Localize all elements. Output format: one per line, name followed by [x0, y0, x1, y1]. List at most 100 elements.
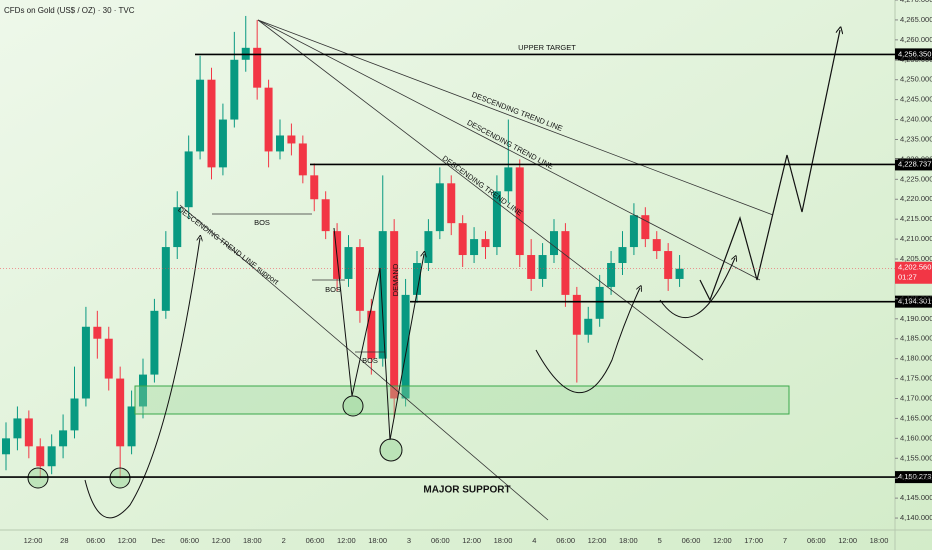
y-tick-label: 4,185.000 [900, 334, 932, 343]
x-tick-label: 7 [783, 536, 787, 545]
x-tick-label: 06:00 [306, 536, 325, 545]
candle-body [435, 183, 444, 232]
candle-body [218, 119, 227, 168]
candle-body [81, 326, 90, 399]
candle-body [287, 135, 296, 144]
candle-body [59, 430, 68, 447]
candle-body [413, 263, 421, 295]
x-tick-label: 12:00 [838, 536, 857, 545]
current-price-tag [895, 261, 932, 284]
current-price-label: 4,202.560 [898, 263, 931, 272]
x-tick-label: 12:00 [462, 536, 481, 545]
x-tick-label: 12:00 [118, 536, 137, 545]
annotation: BOS [325, 285, 341, 294]
trend-line [257, 19, 704, 361]
annotation: UPPER TARGET [518, 43, 576, 52]
candle-body [139, 374, 147, 407]
candle-body [584, 318, 593, 335]
candle-body [618, 247, 627, 264]
candle-body [70, 398, 79, 431]
candle-body [184, 151, 193, 208]
circle [379, 438, 403, 462]
annotation: BOS [254, 218, 270, 227]
candle-body [572, 294, 581, 335]
candle-body [47, 446, 56, 467]
candle-body [116, 378, 125, 447]
y-tick-label: 4,250.000 [900, 75, 932, 84]
y-tick-label: 4,230.000 [900, 154, 932, 163]
annotation: DEMAND [391, 263, 400, 296]
demand-zone [134, 385, 790, 415]
x-tick-label: 06:00 [180, 536, 199, 545]
x-tick-label: 06:00 [682, 536, 701, 545]
candle-body [230, 59, 239, 120]
y-tick-label: 4,160.000 [900, 433, 932, 442]
candle-body [401, 294, 410, 399]
candle-body [2, 438, 10, 455]
candle-body [104, 338, 113, 379]
candle-body [93, 326, 102, 339]
y-tick-label: 4,215.000 [900, 214, 932, 223]
y-tick-label: 4,245.000 [900, 95, 932, 104]
arrow-curve [84, 238, 200, 519]
y-tick-label: 4,210.000 [900, 234, 932, 243]
y-tick-label: 4,155.000 [900, 453, 932, 462]
candle-body [390, 231, 399, 399]
candle-body [13, 418, 22, 439]
x-tick-label: 12:00 [588, 536, 607, 545]
candle-body [481, 239, 490, 248]
levels: 4,256.350 4,228.737 4,194.301 4,150.273 [0, 48, 932, 484]
x-tick-label: 18:00 [368, 536, 387, 545]
x-tick-label: 06:00 [556, 536, 575, 545]
candles [2, 15, 684, 479]
x-tick-label: 18:00 [494, 536, 513, 545]
candle-body [492, 191, 501, 248]
x-tick-label: 2 [282, 536, 286, 545]
candle-body [424, 231, 433, 264]
y-tick-label: 4,170.000 [900, 393, 932, 402]
candle-body [607, 263, 616, 287]
candle-body [664, 251, 673, 279]
level-label: 4,194.301 [898, 297, 931, 306]
y-tick-label: 4,225.000 [900, 174, 932, 183]
circle [109, 467, 131, 489]
y-tick-label: 4,240.000 [900, 115, 932, 124]
candle-body [675, 268, 684, 279]
candle-body [161, 247, 170, 311]
x-tick-label: 3 [407, 536, 411, 545]
candle-body [504, 167, 513, 192]
y-tick-label: 4,255.000 [900, 55, 932, 64]
y-tick-label: 4,235.000 [900, 134, 932, 143]
x-tick-label: 17:00 [744, 536, 763, 545]
candle-body [652, 239, 661, 252]
candle-body [527, 255, 536, 279]
arrow-curve [659, 258, 735, 319]
x-tick-label: 18:00 [243, 536, 262, 545]
candle-body [150, 310, 159, 375]
y-tick-label: 4,270.000 [900, 0, 932, 4]
level-label: 4,256.350 [898, 49, 931, 58]
y-tick-label: 4,265.000 [900, 15, 932, 24]
trend-line [257, 19, 761, 281]
candle-body [595, 286, 604, 319]
circle [27, 467, 49, 489]
candle-body [515, 167, 524, 256]
x-tick-label: 12:00 [212, 536, 231, 545]
candle-body [24, 418, 33, 447]
y-tick-label: 4,145.000 [900, 493, 932, 502]
x-tick-label: Dec [152, 536, 166, 545]
x-tick-label: 12:00 [713, 536, 732, 545]
x-tick-label: 06:00 [807, 536, 826, 545]
x-tick-label: 5 [658, 536, 662, 545]
y-tick-label: 4,150.000 [900, 473, 932, 482]
candle-body [127, 406, 136, 447]
arrow-zigzag [333, 227, 424, 441]
x-tick-label: 18:00 [870, 536, 889, 545]
x-tick-label: 12:00 [337, 536, 356, 545]
candle-body [196, 79, 205, 152]
annotation: MAJOR SUPPORT [423, 485, 510, 496]
candle-body [173, 207, 182, 248]
candle-body [207, 79, 216, 168]
x-tick-label: 4 [532, 536, 536, 545]
